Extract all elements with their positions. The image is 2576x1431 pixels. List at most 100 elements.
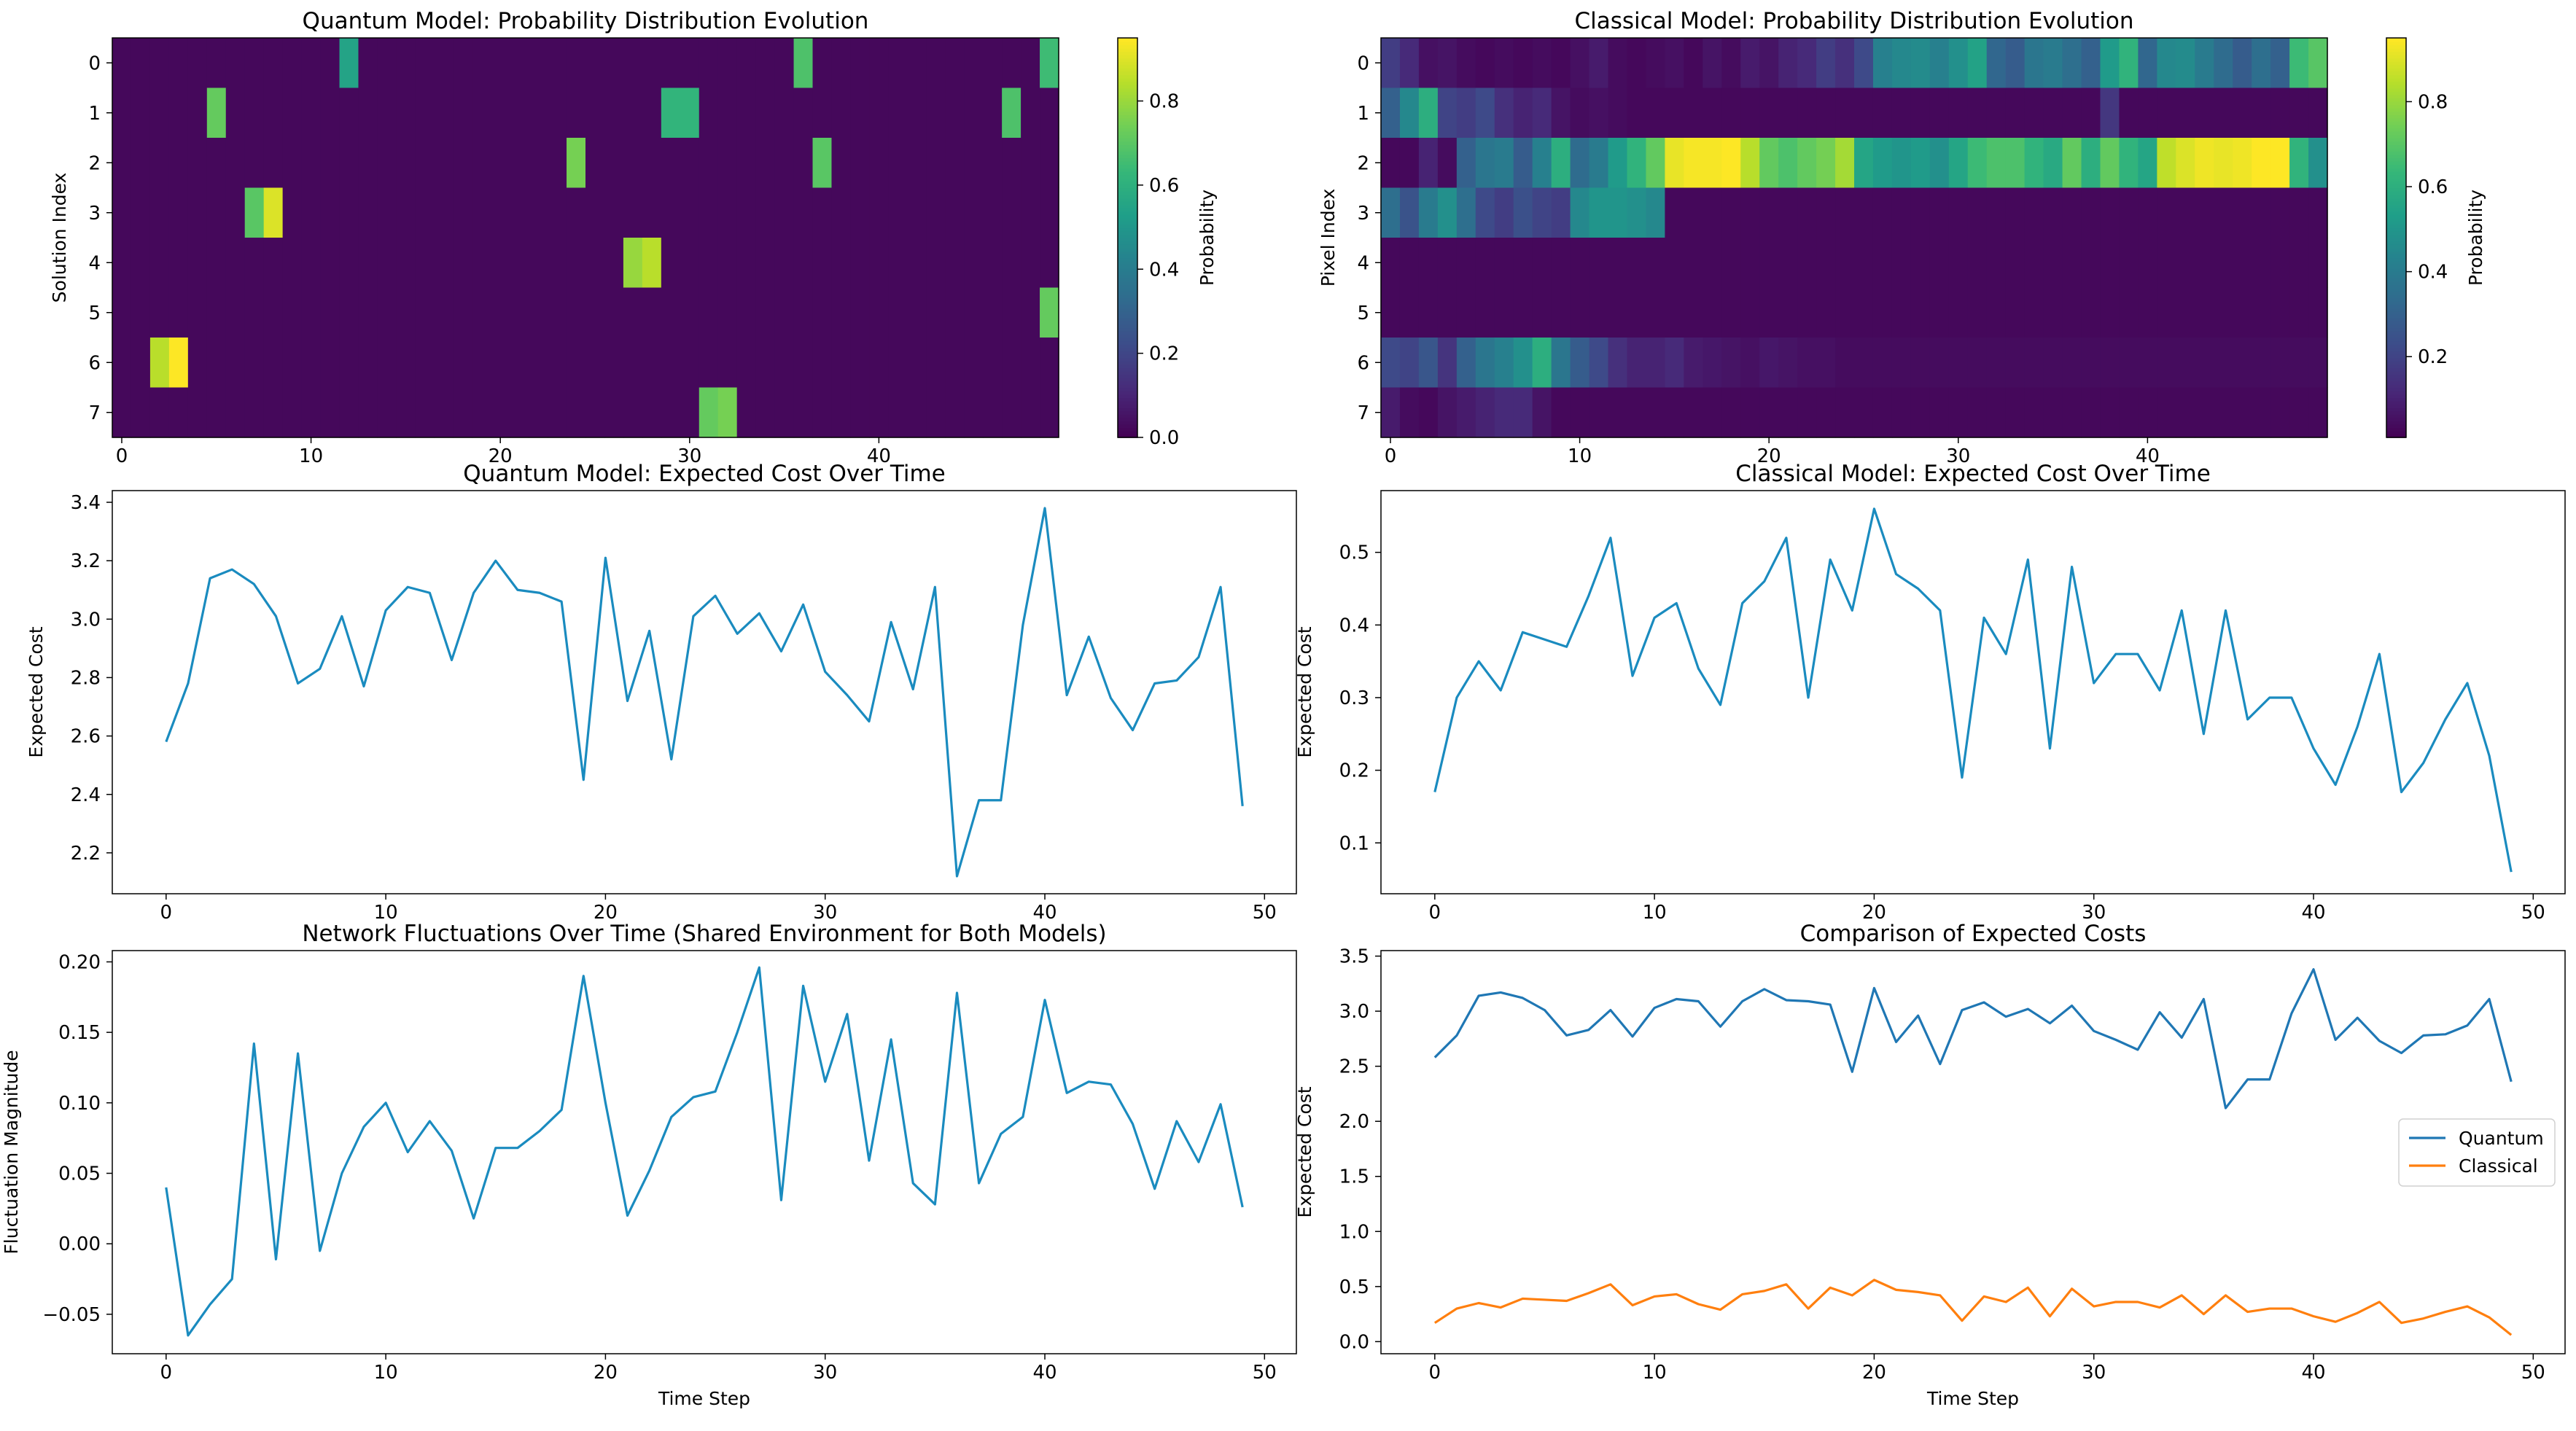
heatmap-cell (623, 387, 643, 438)
colorbar-band (1118, 404, 1137, 408)
heatmap-cell (661, 338, 681, 389)
heatmap-cell (2270, 138, 2290, 189)
colorbar-band (2386, 177, 2406, 182)
heatmap-cell (112, 338, 132, 389)
heatmap-cell (774, 187, 795, 238)
heatmap-cell (736, 287, 757, 338)
heatmap-cell (623, 187, 643, 238)
heatmap-cell (774, 38, 795, 89)
heatmap-cell (2024, 187, 2044, 238)
colorbar-band (1118, 351, 1137, 355)
colorbar-band (2386, 434, 2406, 438)
heatmap-cell (2308, 387, 2328, 438)
heatmap-cell (491, 387, 510, 438)
x-tick-label: 30 (813, 902, 837, 924)
y-tick-label: 2 (1357, 152, 1369, 174)
heatmap-cell (1929, 87, 1950, 139)
heatmap-cell (1002, 387, 1022, 438)
colorbar-band (1118, 207, 1137, 212)
heatmap-cell (585, 87, 605, 139)
colorbar-band (1118, 68, 1137, 72)
heatmap-cell (1456, 38, 1476, 89)
heatmap-cell (2270, 287, 2290, 338)
colorbar-band (1118, 47, 1137, 52)
colorbar-band (2386, 141, 2406, 145)
y-tick-label: 0.1 (1339, 833, 1369, 854)
heatmap-cell (149, 87, 170, 139)
heatmap-cell (1721, 387, 1741, 438)
colorbar-band (1118, 71, 1137, 76)
heatmap-cell (396, 187, 416, 238)
heatmap-cell (1513, 38, 1533, 89)
y-tick-label: 5 (88, 303, 101, 324)
heatmap-cell (926, 87, 946, 139)
x-tick-label: 20 (1862, 902, 1886, 924)
colorbar-band (2386, 421, 2406, 425)
colorbar-band (2386, 383, 2406, 389)
colorbar-band (2386, 207, 2406, 212)
heatmap-cell (396, 238, 416, 289)
y-tick-label: 3.0 (71, 609, 101, 631)
heatmap-cell (926, 287, 946, 338)
heatmap-cell (358, 138, 378, 189)
colorbar-band (2386, 128, 2406, 132)
heatmap-cell (1381, 238, 1401, 289)
heatmap-cell (2138, 238, 2157, 289)
heatmap-cell (926, 187, 946, 238)
heatmap-cell (1948, 338, 1969, 389)
heatmap-cell (2308, 287, 2328, 338)
heatmap-cell (2195, 387, 2214, 438)
heatmap-cell (2024, 138, 2044, 189)
colorbar-band (2386, 304, 2406, 308)
heatmap-cell (1589, 338, 1609, 389)
heatmap-cell (1608, 238, 1628, 289)
heatmap-cell (131, 187, 151, 238)
heatmap-cell (2024, 87, 2044, 139)
heatmap-cell (149, 387, 170, 438)
heatmap-cell (604, 38, 624, 89)
heatmap-cell (491, 187, 510, 238)
heatmap-cell (377, 187, 397, 238)
colorbar-band (2386, 340, 2406, 345)
heatmap-cell (2062, 238, 2082, 289)
heatmap-cell (1703, 38, 1722, 89)
heatmap-cell (983, 38, 1003, 89)
heatmap-cell (945, 38, 965, 89)
heatmap-cell (1532, 87, 1552, 139)
heatmap-cell (907, 187, 927, 238)
colorbar-band (1118, 300, 1137, 305)
heatmap-cell (1778, 138, 1798, 189)
heatmap-cell (623, 87, 643, 139)
colorbar-band (2386, 364, 2406, 368)
heatmap-cell (2005, 387, 2026, 438)
heatmap-cell (377, 38, 397, 89)
heatmap-cell (1740, 138, 1760, 189)
heatmap-cell (2043, 87, 2063, 139)
heatmap-cell (964, 387, 984, 438)
heatmap-cell (187, 387, 208, 438)
heatmap-cell (1835, 138, 1855, 189)
heatmap-cell (1872, 387, 1893, 438)
heatmap-cell (1721, 338, 1741, 389)
heatmap-cell (680, 87, 700, 139)
heatmap-cell (1816, 138, 1836, 189)
x-tick-label: 20 (1757, 445, 1781, 467)
heatmap-cell (1608, 87, 1628, 139)
heatmap-cell (1494, 38, 1514, 89)
heatmap-cell (510, 287, 529, 338)
heatmap-cell (187, 38, 208, 89)
heatmap-cell (1437, 287, 1458, 338)
colorbar-band (1118, 314, 1137, 319)
heatmap-cell (661, 387, 681, 438)
heatmap-cell (869, 238, 889, 289)
heatmap-cell (548, 338, 567, 389)
heatmap-cell (585, 138, 605, 189)
heatmap-cell (1475, 87, 1495, 139)
heatmap-cell (1854, 38, 1874, 89)
colorbar-band (1118, 217, 1137, 222)
heatmap-cell (1418, 387, 1439, 438)
y-tick-label: 2.5 (1339, 1056, 1369, 1078)
heatmap-cell (2214, 287, 2233, 338)
x-tick-label: 0 (160, 1362, 173, 1384)
colorbar-band (1118, 324, 1137, 329)
